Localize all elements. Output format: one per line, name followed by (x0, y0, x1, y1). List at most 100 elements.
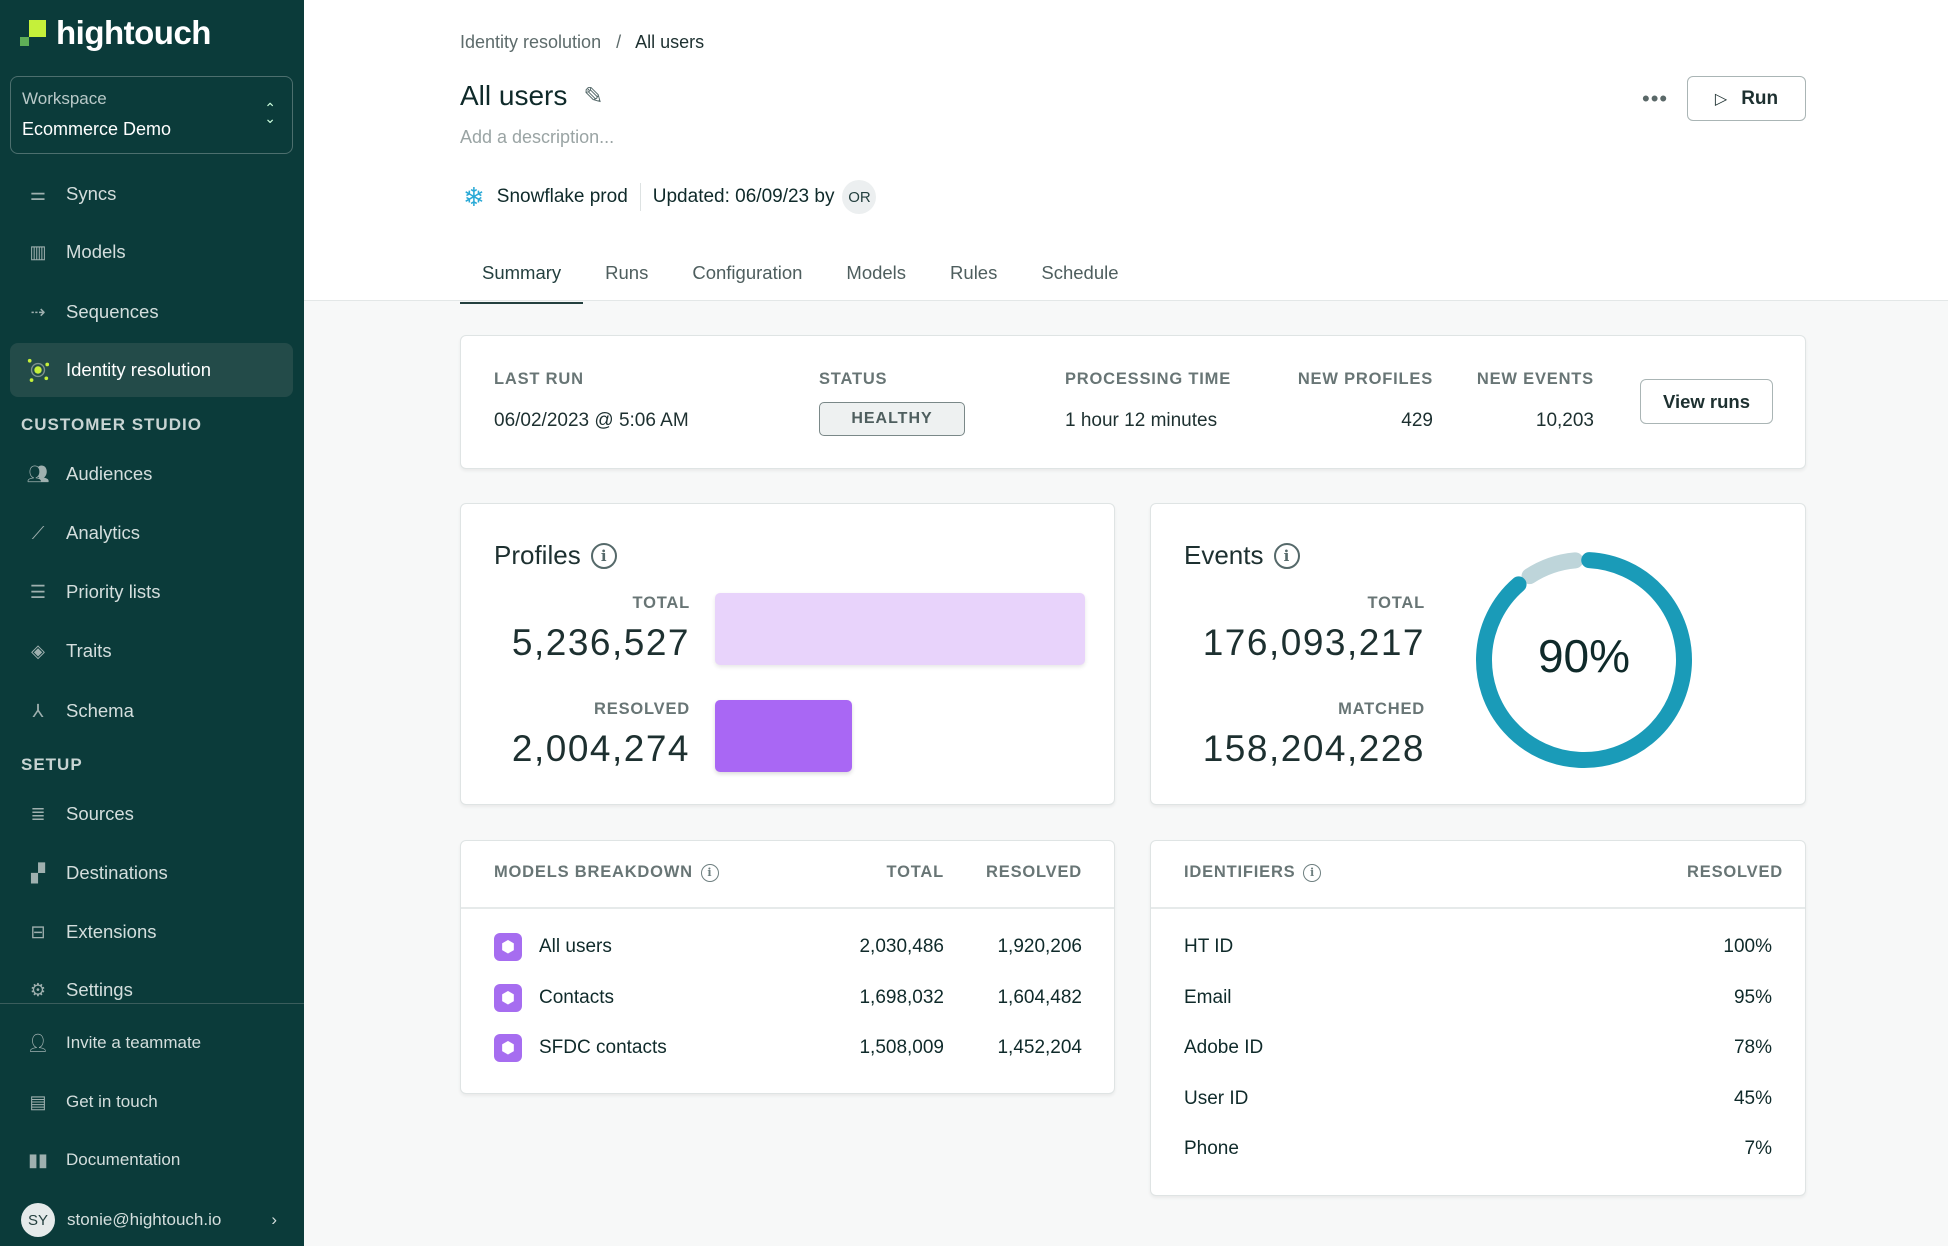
tab-configuration[interactable]: Configuration (692, 262, 803, 283)
sidebar-item-settings[interactable]: ⚙ Settings (10, 963, 293, 1017)
info-icon[interactable]: i (1273, 542, 1300, 569)
sidebar-item-label: Settings (66, 979, 133, 1000)
chevron-right-icon: › (271, 1210, 277, 1229)
col-resolved: RESOLVED (986, 863, 1082, 881)
identifiers-card: IDENTIFIERS i RESOLVED HT ID 100% Email 95… (1150, 840, 1806, 1196)
identifier-name: Adobe ID (1184, 1037, 1264, 1058)
identifiers-title: IDENTIFIERS (1184, 863, 1296, 881)
section-setup: SETUP (21, 755, 83, 774)
sidebar-item-traits[interactable]: ◈ Traits (10, 624, 293, 678)
workspace-value: Ecommerce Demo (22, 119, 172, 139)
new-events-value: 10,203 (1535, 410, 1594, 431)
view-runs-button[interactable]: View runs (1640, 379, 1773, 424)
identifier-row: Adobe ID 78% (1151, 1023, 1805, 1073)
identifier-name: Phone (1184, 1138, 1239, 1159)
new-events-label: NEW EVENTS (1476, 370, 1594, 388)
workspace-label: Workspace (22, 89, 107, 108)
book-icon: ▮▮ (28, 1149, 48, 1170)
identifier-resolved: 45% (1733, 1087, 1772, 1109)
sidebar-item-sources[interactable]: ≣ Sources (10, 787, 293, 841)
model-total: 1,508,009 (859, 1037, 944, 1058)
workspace-selector[interactable]: Workspace Ecommerce Demo ⌃ ⌄ (10, 76, 293, 154)
destinations-icon: ▞ (31, 862, 45, 883)
model-cube-icon: ⬢ (494, 933, 522, 961)
processing-time-label: PROCESSING TIME (1065, 370, 1232, 388)
priority-lists-icon: ☰ (29, 581, 47, 602)
documentation-link[interactable]: ▮▮ Documentation (10, 1133, 293, 1187)
run-button[interactable]: ▷ Run (1687, 76, 1806, 121)
sidebar-item-label: Sequences (66, 301, 159, 322)
more-options-button[interactable]: ••• (1642, 86, 1669, 111)
events-title-row: Events i (1184, 540, 1300, 571)
sidebar-item-syncs[interactable]: ⚌ Syncs (10, 167, 293, 221)
sidebar-item-priority-lists[interactable]: ☰ Priority lists (10, 565, 293, 619)
page-title-row: All users ✎ (460, 80, 603, 112)
invite-teammate-link[interactable]: 👤︎ Invite a teammate (10, 1016, 293, 1070)
profiles-resolved-value: 2,004,274 (511, 728, 690, 769)
schema-icon: ⅄ (32, 700, 44, 721)
status-label: STATUS (819, 370, 888, 388)
model-name: Contacts (539, 986, 614, 1008)
info-icon[interactable]: i (1303, 863, 1322, 882)
updated-text: Updated: 06/09/23 by (652, 186, 835, 207)
identifiers-header: IDENTIFIERS i (1184, 863, 1322, 882)
get-in-touch-link[interactable]: ▤ Get in touch (10, 1075, 293, 1129)
model-row[interactable]: ⬢ SFDC contacts 1,508,009 1,452,204 (461, 1023, 1114, 1073)
tab-rules[interactable]: Rules (950, 262, 998, 283)
sidebar-item-analytics[interactable]: ⟋ Analytics (10, 506, 293, 560)
footer-label: Get in touch (66, 1092, 158, 1111)
donut-matched-arc (1476, 552, 1692, 768)
description-input[interactable]: Add a description... (460, 127, 615, 147)
brand-logo[interactable]: hightouch (20, 14, 211, 52)
sidebar-item-identity-resolution[interactable]: Identity resolution (10, 343, 293, 397)
sidebar-item-destinations[interactable]: ▞ Destinations (10, 846, 293, 900)
models-breakdown-title: MODELS BREAKDOWN (494, 863, 693, 881)
identifier-resolved: 100% (1723, 936, 1772, 957)
audiences-icon: 👥︎ (26, 463, 50, 484)
info-icon[interactable]: i (700, 863, 719, 882)
play-icon: ▷ (1714, 90, 1728, 108)
profiles-total-bar (715, 593, 1085, 665)
sidebar-item-sequences[interactable]: ⇢ Sequences (10, 285, 293, 339)
breadcrumb-current: All users (635, 32, 705, 52)
model-row[interactable]: ⬢ All users 2,030,486 1,920,206 (461, 922, 1114, 972)
last-run-card: LAST RUN 06/02/2023 @ 5:06 AM STATUS HEA… (460, 335, 1806, 469)
sidebar-item-audiences[interactable]: 👥︎ Audiences (10, 447, 293, 501)
info-icon[interactable]: i (590, 542, 617, 569)
model-cube-icon: ⬢ (494, 983, 522, 1012)
tab-models[interactable]: Models (846, 262, 907, 283)
tab-summary[interactable]: Summary (460, 258, 584, 304)
source-name[interactable]: Snowflake prod (496, 186, 628, 207)
section-customer-studio: CUSTOMER STUDIO (21, 415, 202, 434)
user-menu[interactable]: SY stonie@hightouch.io › (10, 1193, 293, 1247)
sidebar-item-schema[interactable]: ⅄ Schema (10, 684, 293, 738)
profiles-title-row: Profiles i (494, 540, 617, 571)
meta-divider (639, 183, 641, 211)
identifier-row: User ID 45% (1151, 1074, 1805, 1124)
sidebar-item-models[interactable]: ▥ Models (10, 225, 293, 279)
header-divider (1151, 907, 1805, 909)
sidebar-item-label: Sources (66, 803, 134, 824)
extensions-icon: ⊟ (30, 921, 46, 942)
identifier-row: HT ID 100% (1151, 922, 1805, 972)
sidebar-item-label: Models (66, 241, 126, 262)
sidebar-divider (0, 1003, 304, 1004)
pencil-edit-icon[interactable]: ✎ (583, 82, 604, 110)
identifier-row: Phone 7% (1151, 1124, 1805, 1174)
last-run-value: 06/02/2023 @ 5:06 AM (494, 410, 689, 431)
tab-schedule[interactable]: Schedule (1041, 262, 1119, 283)
events-title: Events (1184, 540, 1264, 570)
identifier-name: Email (1184, 986, 1232, 1008)
profiles-resolved-bar (715, 700, 852, 772)
sidebar-item-extensions[interactable]: ⊟ Extensions (10, 905, 293, 959)
sidebar-item-label: Destinations (66, 862, 168, 883)
brand-name: hightouch (56, 14, 211, 51)
sidebar-item-label: Analytics (66, 522, 141, 543)
breadcrumb-parent[interactable]: Identity resolution (460, 32, 602, 52)
model-resolved: 1,920,206 (997, 936, 1082, 957)
tab-runs[interactable]: Runs (605, 262, 649, 283)
model-row[interactable]: ⬢ Contacts 1,698,032 1,604,482 (461, 973, 1114, 1023)
events-total-label: TOTAL (1367, 594, 1425, 612)
model-resolved: 1,604,482 (997, 986, 1082, 1008)
syncs-icon: ⚌ (29, 183, 47, 204)
